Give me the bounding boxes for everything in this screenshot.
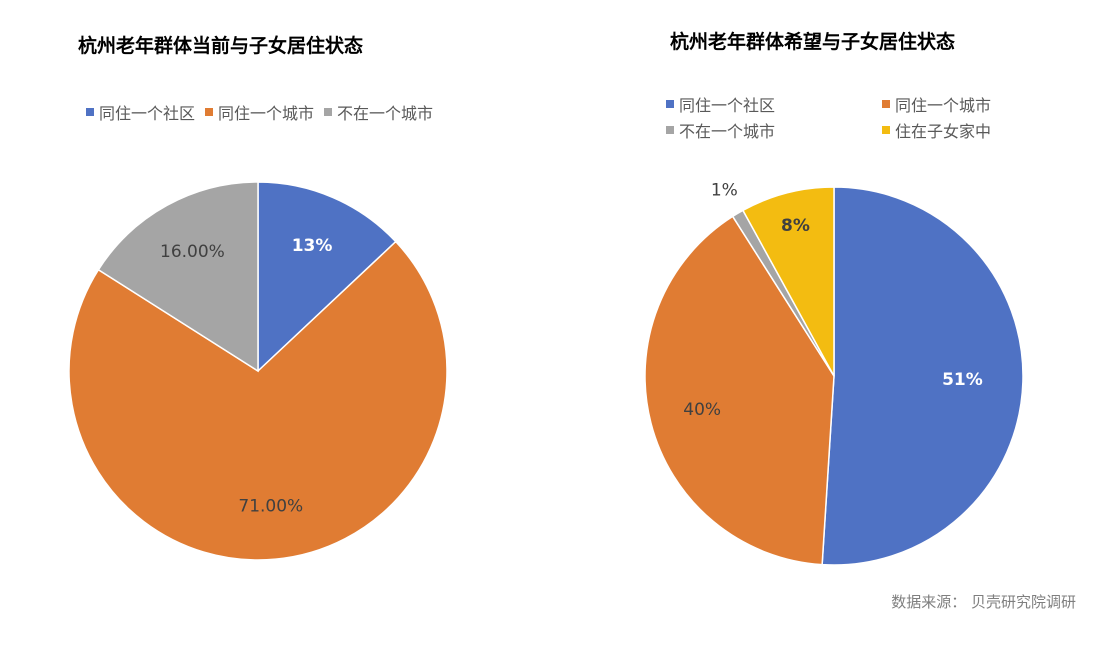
legend-label: 同住一个社区	[679, 96, 776, 115]
pie-data-label: 40%	[683, 400, 721, 420]
legend-label: 同住一个城市	[218, 104, 315, 123]
legend-label: 不在一个城市	[679, 122, 776, 141]
legend-swatch	[666, 126, 674, 134]
chart-title-desired: 杭州老年群体希望与子女居住状态	[670, 31, 956, 53]
legend-label: 同住一个城市	[895, 96, 992, 115]
legend-item-same-city: 同住一个城市	[205, 100, 314, 124]
pie-data-label: 71.00%	[238, 496, 303, 516]
legend-label: 同住一个社区	[99, 104, 196, 123]
pie-data-label: 16.00%	[160, 242, 225, 262]
pie-slice	[97, 181, 259, 373]
legend-swatch	[882, 100, 890, 108]
data-source-note: 数据来源： 贝壳研究院调研	[891, 593, 1076, 611]
legend-item-same-community: 同住一个社区	[86, 100, 195, 124]
pie-slice	[257, 181, 397, 373]
legend-swatch	[666, 100, 674, 108]
pie-chart-desired: 51% 40% 1% 8%	[644, 181, 1024, 566]
pie-data-label: 1%	[711, 181, 738, 201]
legend-item-different-city: 不在一个城市	[666, 118, 882, 142]
legend-item-same-community: 同住一个社区	[666, 92, 882, 116]
pie-slice	[821, 186, 1024, 566]
pie-chart-current: 13% 71.00% 16.00%	[68, 181, 448, 561]
legend-swatch	[324, 108, 333, 116]
legend-label: 不在一个城市	[337, 104, 434, 123]
pie-slice	[741, 186, 835, 377]
chart-title-current: 杭州老年群体当前与子女居住状态	[78, 35, 364, 57]
pie-data-label: 8%	[781, 216, 810, 236]
legend-swatch	[86, 108, 94, 116]
legend-label: 住在子女家中	[895, 122, 992, 141]
pie-slice	[644, 215, 835, 566]
legend-item-different-city: 不在一个城市	[324, 100, 433, 124]
legend-current: 同住一个社区 同住一个城市 不在一个城市	[86, 100, 443, 124]
pie-slice	[68, 240, 448, 561]
legend-desired: 同住一个社区 同住一个城市 不在一个城市 住在子女家中	[666, 92, 1002, 142]
legend-swatch	[205, 108, 214, 116]
legend-swatch	[882, 126, 890, 134]
pie-data-label: 13%	[292, 236, 333, 256]
legend-item-same-city: 同住一个城市	[882, 92, 1002, 116]
legend-item-live-with-children: 住在子女家中	[882, 118, 1002, 142]
pie-data-label: 51%	[942, 370, 983, 390]
